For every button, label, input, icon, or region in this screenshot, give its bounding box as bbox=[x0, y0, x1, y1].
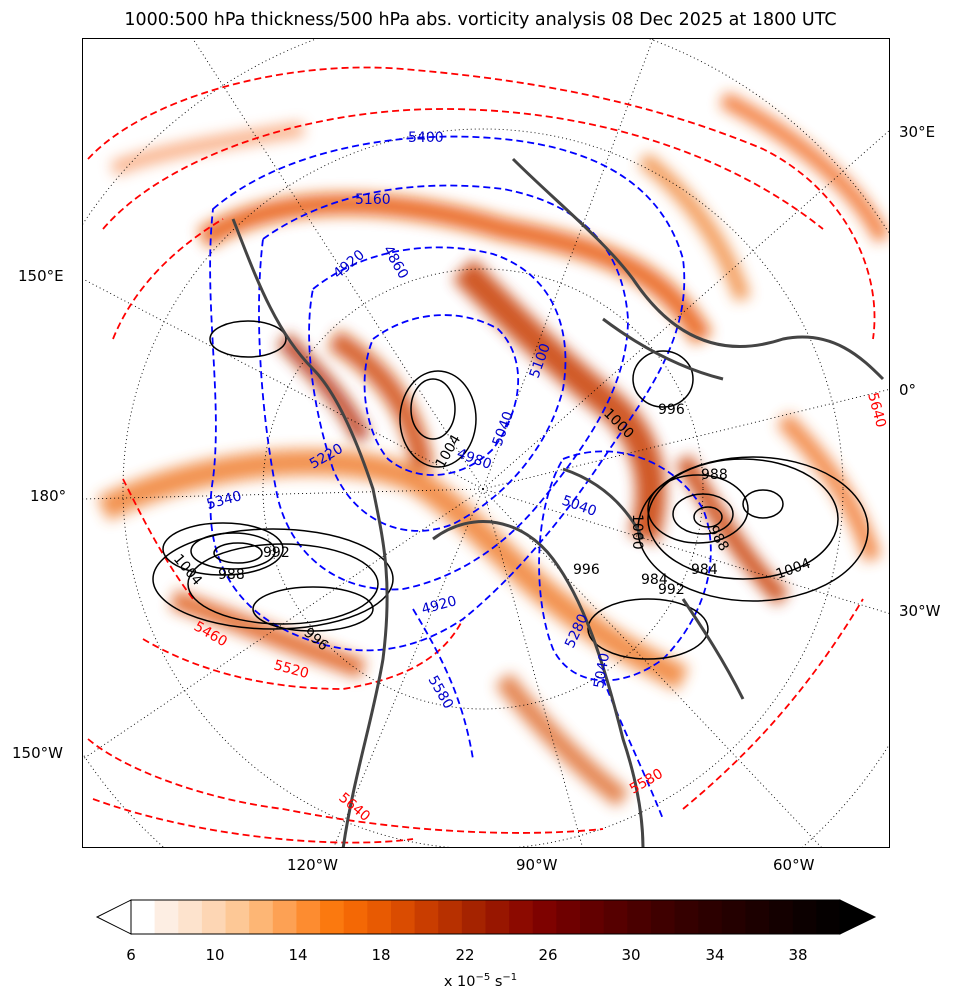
colorbar-tick-label: 26 bbox=[538, 946, 558, 964]
label-mslp: 984 bbox=[641, 572, 668, 588]
colorbar-tick-label: 10 bbox=[205, 946, 225, 964]
label-thickness: 5580 bbox=[425, 673, 457, 712]
colorbar-swatch bbox=[320, 900, 345, 934]
label-mslp: 984 bbox=[691, 562, 718, 578]
lon-label: 120°W bbox=[287, 856, 338, 874]
label-thickness: 4920 bbox=[330, 247, 368, 282]
colorbar-swatch bbox=[296, 900, 321, 934]
colorbar-swatch bbox=[343, 900, 368, 934]
label-thickness: 5040 bbox=[591, 652, 613, 690]
colorbar-swatch bbox=[627, 900, 652, 934]
units-exponent: −5 bbox=[475, 972, 491, 983]
label-mslp: 996 bbox=[658, 402, 685, 418]
colorbar-swatch bbox=[769, 900, 794, 934]
colorbar-swatch bbox=[792, 900, 817, 934]
colorbar-swatch bbox=[367, 900, 392, 934]
lon-label: 90°W bbox=[516, 856, 558, 874]
colorbar-extend-min bbox=[95, 899, 132, 935]
label-mslp: 988 bbox=[701, 467, 728, 483]
colorbar-tick-label: 34 bbox=[705, 946, 725, 964]
vorticity-shading bbox=[97, 91, 889, 807]
colorbar-swatch bbox=[249, 900, 274, 934]
graticule bbox=[83, 39, 889, 847]
lat-label: 0° bbox=[899, 381, 917, 399]
colorbar-units: x 10−5 s−1 bbox=[0, 972, 961, 990]
colorbar-tick-label: 14 bbox=[288, 946, 308, 964]
colorbar-swatch bbox=[509, 900, 534, 934]
colorbar-swatch bbox=[178, 900, 203, 934]
colorbar-tick-label: 22 bbox=[455, 946, 475, 964]
colorbar-swatch bbox=[272, 900, 298, 934]
colorbar-swatch bbox=[556, 900, 581, 934]
colorbar-swatch bbox=[438, 900, 463, 934]
label-thickness: 5520 bbox=[272, 657, 311, 682]
map-panel: 5400 5160 4920 4860 4980 5040 5040 5100 … bbox=[82, 38, 890, 848]
label-thickness: 5160 bbox=[355, 192, 391, 208]
colorbar-swatch bbox=[154, 900, 179, 934]
colorbar bbox=[95, 899, 877, 935]
units-suffix: s bbox=[490, 973, 503, 990]
label-thickness: 5640 bbox=[864, 391, 889, 430]
map-svg: 5400 5160 4920 4860 4980 5040 5040 5100 … bbox=[83, 39, 889, 847]
lat-label: 150°W bbox=[12, 744, 63, 762]
label-mslp: 988 bbox=[218, 567, 245, 583]
lat-label: 30°E bbox=[899, 123, 936, 141]
colorbar-tick-label: 6 bbox=[126, 946, 136, 964]
colorbar-swatch bbox=[461, 900, 487, 934]
label-mslp: 992 bbox=[263, 545, 290, 561]
colorbar-border bbox=[130, 899, 841, 935]
mslp-contours bbox=[152, 320, 869, 660]
colorbar-swatch bbox=[225, 900, 250, 934]
colorbar-swatch bbox=[745, 900, 770, 934]
label-mslp: 996 bbox=[573, 562, 600, 578]
colorbar-swatch bbox=[414, 900, 439, 934]
units-prefix: x 10 bbox=[443, 973, 476, 990]
colorbar-extend-max bbox=[839, 899, 877, 935]
colorbar-swatch bbox=[698, 900, 723, 934]
colorbar-swatch bbox=[131, 900, 156, 934]
label-mslp: 1004 bbox=[774, 556, 813, 583]
label-mslp: 992 bbox=[658, 582, 685, 598]
lon-label: 60°W bbox=[773, 856, 815, 874]
colorbar-swatch bbox=[674, 900, 699, 934]
lat-label: 30°W bbox=[899, 602, 941, 620]
label-mslp: 1000 bbox=[629, 514, 645, 550]
lat-label: 150°E bbox=[18, 267, 64, 285]
colorbar-swatch bbox=[532, 900, 557, 934]
lat-label: 180° bbox=[30, 487, 67, 505]
units-exponent-2: −1 bbox=[502, 972, 518, 983]
thickness-contours-blue bbox=[209, 135, 712, 820]
colorbar-swatch bbox=[390, 900, 416, 934]
label-thickness: 4920 bbox=[420, 593, 459, 618]
colorbar-swatch bbox=[603, 900, 628, 934]
colorbar-tick-label: 38 bbox=[788, 946, 808, 964]
label-thickness: 5400 bbox=[408, 130, 444, 146]
label-thickness: 5040 bbox=[490, 409, 517, 448]
colorbar-swatch bbox=[580, 900, 605, 934]
colorbar-tick-label: 18 bbox=[371, 946, 391, 964]
colorbar-swatch bbox=[201, 900, 227, 934]
colorbar-swatch bbox=[816, 900, 841, 934]
colorbar-swatch bbox=[721, 900, 747, 934]
colorbar-swatch bbox=[650, 900, 676, 934]
thickness-contours-red bbox=[87, 66, 876, 844]
colorbar-tick-label: 30 bbox=[621, 946, 641, 964]
colorbar-swatch bbox=[485, 900, 510, 934]
chart-title: 1000:500 hPa thickness/500 hPa abs. vort… bbox=[124, 10, 837, 30]
label-thickness: 4980 bbox=[455, 446, 494, 473]
label-thickness: 5040 bbox=[560, 493, 599, 520]
coastlines bbox=[231, 157, 885, 847]
